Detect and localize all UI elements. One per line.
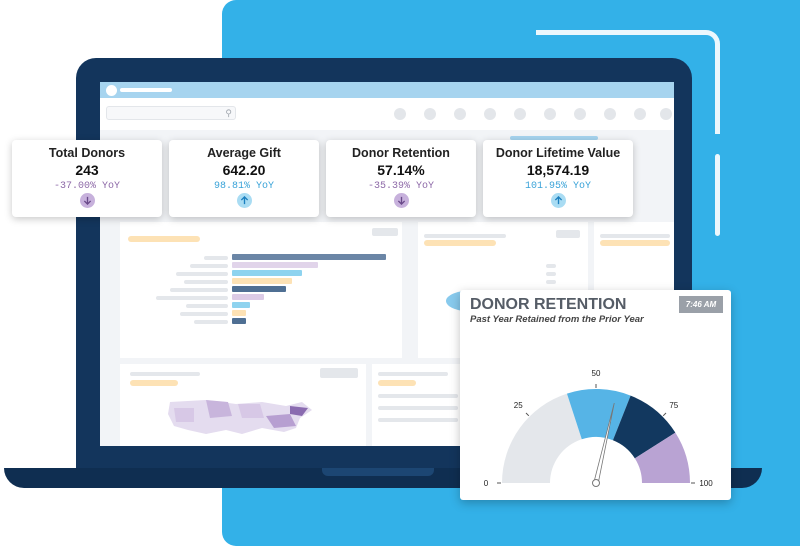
kpi-card-donor-lifetime-value[interactable]: Donor Lifetime Value 18,574.19 101.95% Y… — [483, 140, 633, 217]
nav-icon[interactable] — [514, 108, 526, 120]
gauge-tick-label: 25 — [514, 401, 523, 410]
nav-icon[interactable] — [604, 108, 616, 120]
bar-label — [176, 272, 228, 276]
gauge-band — [566, 389, 631, 441]
arrow-up-icon — [237, 193, 252, 208]
kpi-label: Average Gift — [207, 146, 281, 160]
chart-bar — [232, 262, 318, 268]
bar-label — [180, 312, 228, 316]
chart-bar — [232, 278, 292, 284]
panel-title-placeholder — [600, 240, 670, 246]
gauge-tick — [525, 412, 530, 417]
kpi-value: 18,574.19 — [526, 162, 590, 178]
table-placeholder — [546, 272, 556, 276]
list-panel — [372, 364, 472, 446]
timestamp-badge: 7:46 AM — [679, 296, 723, 313]
nav-icon[interactable] — [424, 108, 436, 120]
gauge-band — [634, 432, 690, 483]
search-icon: ⚲ — [225, 108, 232, 118]
gauge-title: DONOR RETENTION — [470, 296, 627, 313]
decorative-vertical-line — [715, 154, 720, 236]
chart-bar — [232, 302, 250, 308]
search-input[interactable]: ⚲ — [106, 106, 236, 120]
bar-chart-panel — [120, 222, 402, 358]
kpi-value: 243 — [75, 162, 99, 178]
chart-bar — [232, 310, 246, 316]
kpi-yoy: -37.00% YoY — [53, 181, 120, 192]
nav-icon[interactable] — [544, 108, 556, 120]
nav-icon[interactable] — [394, 108, 406, 120]
panel-control-placeholder — [372, 228, 398, 236]
list-row — [378, 406, 458, 410]
nav-icon[interactable] — [574, 108, 586, 120]
table-placeholder — [546, 264, 556, 268]
gauge-chart: 0 25 50 75 100 — [484, 369, 713, 488]
arrow-down-icon — [80, 193, 95, 208]
gauge-hub — [592, 479, 600, 487]
app-logo-icon — [106, 85, 117, 96]
nav-icon[interactable] — [484, 108, 496, 120]
kpi-yoy: 101.95% YoY — [524, 181, 591, 192]
chart-bar — [232, 318, 246, 324]
tab-indicator — [510, 136, 598, 140]
kpi-label: Donor Retention — [352, 146, 450, 160]
panel-title-placeholder — [600, 234, 670, 238]
panel-title-placeholder — [128, 236, 200, 242]
gauge-subtitle: Past Year Retained from the Prior Year — [470, 314, 644, 325]
us-map — [168, 400, 312, 434]
chart-bar — [232, 254, 386, 260]
arrow-down-icon — [394, 193, 409, 208]
list-row — [378, 394, 458, 398]
arrow-up-icon — [551, 193, 566, 208]
kpi-card-average-gift[interactable]: Average Gift 642.20 98.81% YoY — [169, 140, 319, 217]
panel-title-placeholder — [378, 380, 416, 386]
app-title-placeholder — [120, 88, 172, 92]
panel-title-placeholder — [378, 372, 448, 376]
panel-control-placeholder — [320, 368, 358, 378]
donor-retention-gauge-card[interactable]: 0 25 50 75 100 DONOR RETENTION Past Year Ret… — [460, 290, 731, 500]
laptop-notch — [322, 468, 434, 476]
bar-label — [186, 304, 228, 308]
gauge-band — [502, 393, 582, 483]
nav-icon[interactable] — [454, 108, 466, 120]
bar-label — [204, 256, 228, 260]
gauge-tick-label: 100 — [699, 479, 713, 488]
kpi-label: Total Donors — [48, 146, 126, 160]
chart-bar — [232, 294, 264, 300]
bar-label — [184, 280, 228, 284]
browser-titlebar — [100, 82, 674, 98]
kpi-yoy: 98.81% YoY — [213, 181, 274, 192]
kpi-card-donor-retention[interactable]: Donor Retention 57.14% -35.39% YoY — [326, 140, 476, 217]
nav-icon[interactable] — [634, 108, 646, 120]
panel-title-placeholder — [424, 240, 496, 246]
nav-icon[interactable] — [660, 108, 672, 120]
panel-control-placeholder — [556, 230, 580, 238]
table-placeholder — [546, 280, 556, 284]
gauge-tick — [662, 412, 667, 417]
list-row — [378, 418, 458, 422]
bar-label — [194, 320, 228, 324]
kpi-value: 57.14% — [377, 162, 425, 178]
kpi-label: Donor Lifetime Value — [495, 146, 621, 160]
panel-title-placeholder — [130, 380, 178, 386]
gauge-tick-label: 75 — [669, 401, 678, 410]
bar-label — [170, 288, 228, 292]
kpi-yoy: -35.39% YoY — [367, 181, 434, 192]
kpi-card-total-donors[interactable]: Total Donors 243 -37.00% YoY — [12, 140, 162, 217]
kpi-value: 642.20 — [222, 162, 266, 178]
chart-bar — [232, 270, 302, 276]
chart-bar — [232, 286, 286, 292]
gauge-tick-label: 0 — [484, 479, 489, 488]
gauge-band — [612, 395, 676, 459]
panel-title-placeholder — [424, 234, 506, 238]
gauge-tick-label: 50 — [592, 369, 601, 378]
dashboard-navbar: ⚲ — [100, 98, 674, 130]
panel-title-placeholder — [130, 372, 200, 376]
bar-label — [190, 264, 228, 268]
bar-label — [156, 296, 228, 300]
decorative-corner-line — [536, 30, 720, 134]
